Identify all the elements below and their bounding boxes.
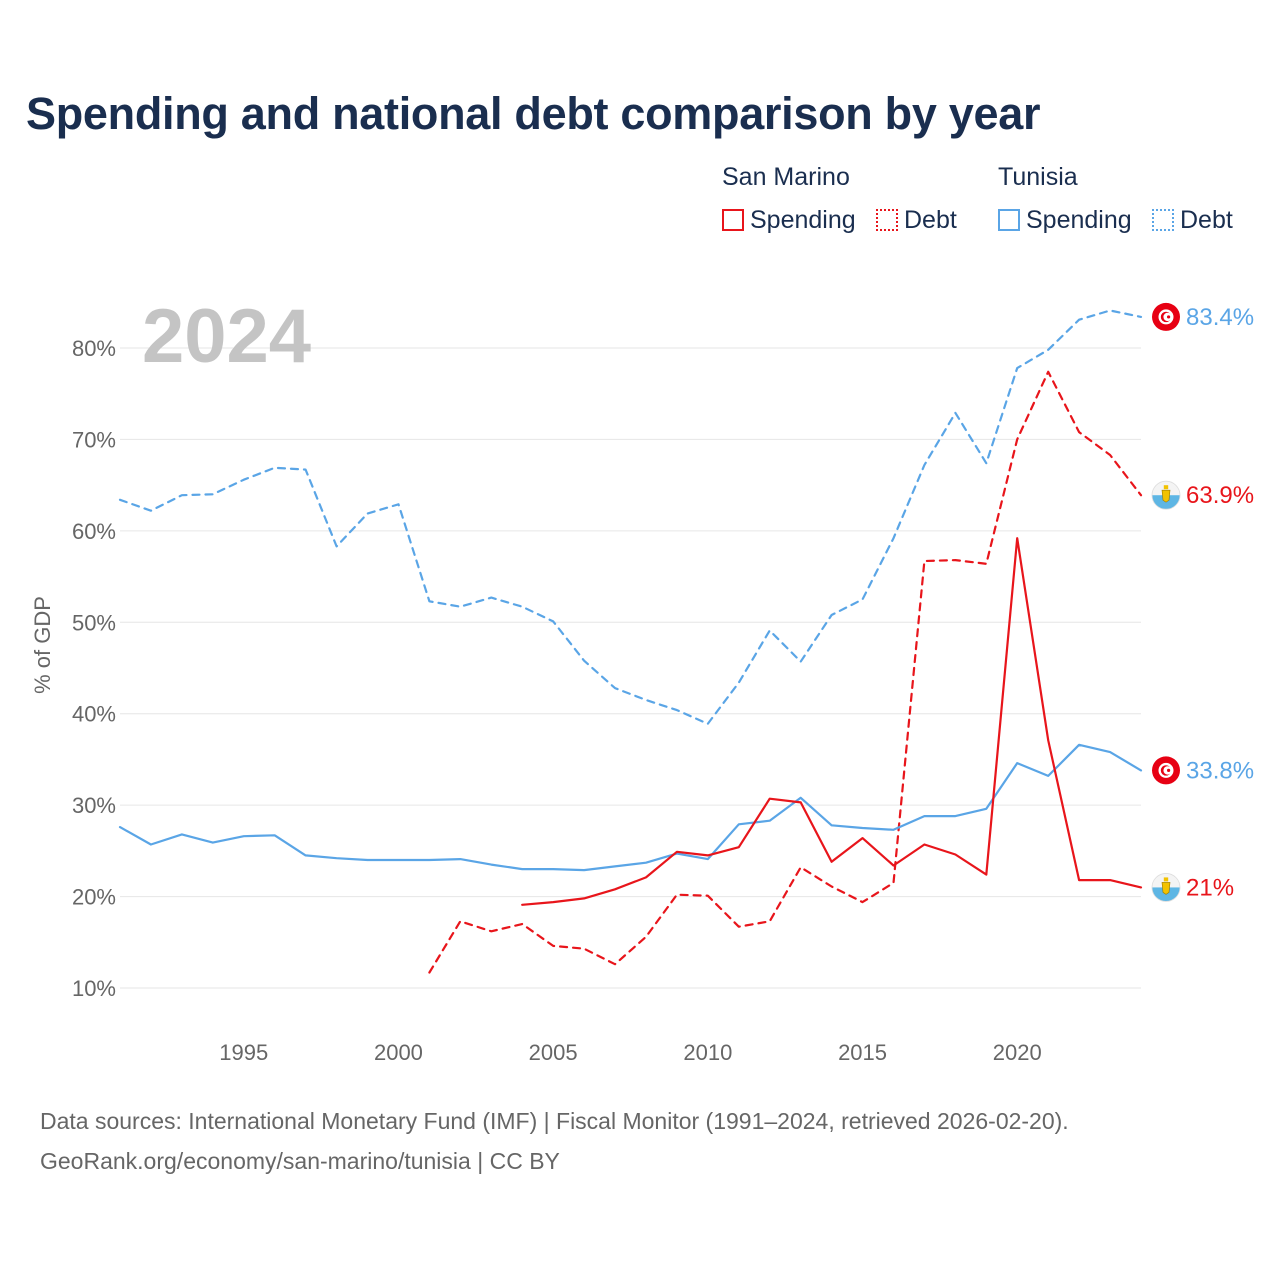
series-line-tunisia-spending <box>118 743 1143 872</box>
legend-label: Debt <box>1180 205 1233 234</box>
tunisia-flag-icon <box>1152 302 1180 331</box>
legend-label: Spending <box>750 205 856 234</box>
x-axis-ticks: 1995 2000 2005 2010 2015 2020 <box>219 1040 1041 1065</box>
legend-group-tunisia: Tunisia <box>998 163 1078 191</box>
legend-item-san-marino-debt[interactable]: Debt <box>876 205 957 235</box>
legend-swatch-solid-icon <box>722 209 744 231</box>
legend-item-tunisia-debt[interactable]: Debt <box>1152 205 1233 235</box>
y-axis-ticks: 10% 20% 30% 40% 50% 60% 70% 80% <box>72 336 116 1001</box>
series-line-san-marino-debt <box>428 370 1143 974</box>
year-watermark: 2024 <box>142 294 311 379</box>
legend-group-san-marino: San Marino <box>722 163 850 191</box>
series-line-san-marino-spending <box>521 537 1143 906</box>
y-tick-label: 60% <box>72 519 116 544</box>
y-axis-label: % of GDP <box>30 596 55 694</box>
end-value-label: 21% <box>1186 874 1234 901</box>
legend-label: Debt <box>904 205 957 234</box>
end-value-label: 83.4% <box>1186 304 1254 331</box>
page-title: Spending and national debt comparison by… <box>26 88 1041 139</box>
x-tick-label: 2020 <box>993 1040 1042 1065</box>
y-tick-label: 50% <box>72 610 116 635</box>
line-chart: 2024 % of GDP 10% 20% 30% 40% 50% 60% 70% 80% 1… <box>30 294 1254 1065</box>
san-marino-flag-icon <box>1151 480 1181 510</box>
source-line-1: Data sources: International Monetary Fun… <box>40 1108 1069 1134</box>
series-lines <box>118 309 1143 974</box>
grid-lines <box>120 347 1141 989</box>
x-tick-label: 1995 <box>219 1040 268 1065</box>
y-tick-label: 20% <box>72 885 116 910</box>
legend-swatch-dotted-icon <box>1152 209 1174 231</box>
legend-item-san-marino-spending[interactable]: Spending <box>722 205 856 235</box>
end-markers: 83.4% 63.9% 33.8% 21% <box>1151 302 1254 902</box>
x-tick-label: 2005 <box>529 1040 578 1065</box>
legend-item-tunisia-spending[interactable]: Spending <box>998 205 1132 235</box>
x-tick-label: 2015 <box>838 1040 887 1065</box>
legend-label: Spending <box>1026 205 1132 234</box>
y-tick-label: 80% <box>72 336 116 361</box>
end-value-label: 33.8% <box>1186 757 1254 784</box>
y-tick-label: 10% <box>72 976 116 1001</box>
x-tick-label: 2000 <box>374 1040 423 1065</box>
source-line-2: GeoRank.org/economy/san-marino/tunisia |… <box>40 1148 560 1174</box>
y-tick-label: 70% <box>72 427 116 452</box>
y-tick-label: 30% <box>72 793 116 818</box>
san-marino-flag-icon <box>1151 873 1181 902</box>
legend-swatch-solid-icon <box>998 209 1020 231</box>
tunisia-flag-icon <box>1152 756 1180 785</box>
y-tick-label: 40% <box>72 702 116 727</box>
x-tick-label: 2010 <box>683 1040 732 1065</box>
series-line-tunisia-debt <box>118 309 1143 725</box>
legend-swatch-dotted-icon <box>876 209 898 231</box>
end-value-label: 63.9% <box>1186 482 1254 509</box>
